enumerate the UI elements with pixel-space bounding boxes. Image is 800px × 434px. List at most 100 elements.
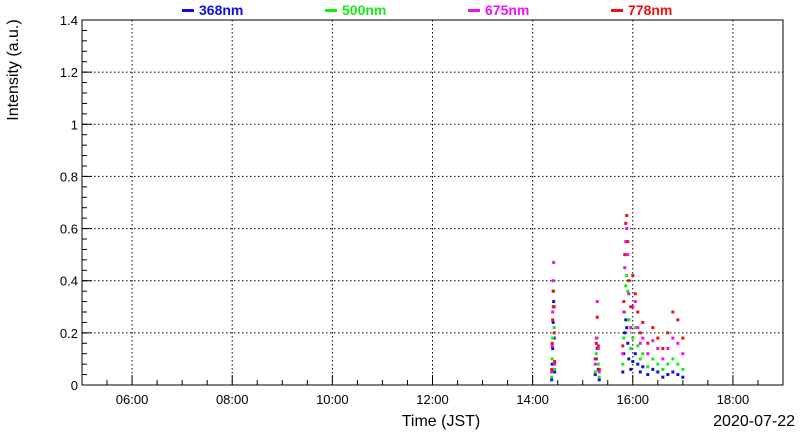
data-point-778nm xyxy=(596,344,600,348)
data-point-675nm xyxy=(550,344,554,348)
data-point-675nm xyxy=(597,370,601,374)
data-point-500nm xyxy=(636,344,640,348)
data-point-778nm xyxy=(636,310,640,314)
data-point-500nm xyxy=(625,274,629,277)
y-tick-label: 1.2 xyxy=(60,65,78,80)
data-point-368nm xyxy=(638,370,642,374)
data-point-500nm xyxy=(661,367,665,371)
data-point-778nm xyxy=(551,289,555,293)
data-point-368nm xyxy=(625,326,629,330)
data-point-368nm xyxy=(661,375,665,379)
data-point-500nm xyxy=(597,375,601,379)
legend-swatch xyxy=(182,9,194,12)
data-point-500nm xyxy=(656,362,660,366)
data-point-778nm xyxy=(646,341,650,345)
data-point-368nm xyxy=(681,375,685,379)
data-point-778nm xyxy=(551,318,555,322)
data-point-368nm xyxy=(553,370,557,374)
y-tick-label: 0.2 xyxy=(60,326,78,341)
data-point-778nm xyxy=(631,274,635,277)
data-point-500nm xyxy=(593,370,597,374)
data-point-368nm xyxy=(627,357,631,361)
data-point-500nm xyxy=(666,362,670,366)
data-point-778nm xyxy=(625,214,629,218)
data-point-778nm xyxy=(623,253,627,257)
data-point-675nm xyxy=(626,253,630,257)
data-point-500nm xyxy=(596,362,600,366)
data-point-778nm xyxy=(553,360,557,364)
data-point-675nm xyxy=(636,326,640,330)
data-point-500nm xyxy=(631,336,635,340)
data-point-778nm xyxy=(638,331,642,335)
data-point-778nm xyxy=(626,240,630,244)
data-point-778nm xyxy=(597,367,601,371)
data-point-368nm xyxy=(621,370,625,374)
data-point-368nm xyxy=(551,320,555,324)
data-point-368nm xyxy=(624,318,628,322)
date-label: 2020-07-22 xyxy=(713,413,795,430)
data-point-675nm xyxy=(550,370,554,374)
data-point-500nm xyxy=(633,326,637,330)
data-point-675nm xyxy=(625,227,629,231)
data-point-675nm xyxy=(661,357,665,361)
data-point-675nm xyxy=(551,310,555,314)
legend-label: 778nm xyxy=(628,2,672,18)
y-tick-label: 1 xyxy=(71,117,78,132)
data-point-778nm xyxy=(656,336,660,340)
plot-frame xyxy=(81,19,784,386)
data-point-368nm xyxy=(597,378,601,382)
data-point-675nm xyxy=(671,336,675,340)
data-point-500nm xyxy=(621,362,625,366)
x-tick-label: 14:00 xyxy=(516,392,549,407)
data-point-368nm xyxy=(552,300,556,304)
data-points xyxy=(550,214,685,382)
data-point-368nm xyxy=(623,331,627,335)
data-point-500nm xyxy=(552,326,556,330)
y-tick-label: 0.4 xyxy=(60,274,78,289)
y-tick-label: 0 xyxy=(71,378,78,393)
data-point-675nm xyxy=(595,300,599,304)
data-point-675nm xyxy=(621,352,625,356)
data-point-778nm xyxy=(550,341,554,345)
data-point-778nm xyxy=(627,279,631,283)
legend-label: 500nm xyxy=(342,2,386,18)
data-point-675nm xyxy=(624,240,628,244)
data-point-368nm xyxy=(626,341,630,345)
legend-swatch xyxy=(468,9,480,12)
data-point-500nm xyxy=(627,318,631,322)
data-point-675nm xyxy=(552,260,556,264)
x-tick-label: 06:00 xyxy=(116,392,149,407)
data-point-368nm xyxy=(676,373,680,377)
data-point-675nm xyxy=(631,305,635,309)
data-point-778nm xyxy=(661,347,665,350)
data-point-778nm xyxy=(666,331,670,335)
data-point-368nm xyxy=(551,347,555,350)
data-point-778nm xyxy=(624,221,628,225)
data-point-500nm xyxy=(550,375,554,379)
y-tick-label: 0.6 xyxy=(60,222,78,237)
y-axis-title: Intensity (a.u.) xyxy=(5,19,22,120)
data-point-675nm xyxy=(593,362,597,366)
data-point-500nm xyxy=(551,336,555,340)
x-tick-label: 18:00 xyxy=(717,392,750,407)
y-tick-label: 0.8 xyxy=(60,169,78,184)
data-point-675nm xyxy=(676,341,680,345)
data-point-500nm xyxy=(629,347,633,350)
data-point-500nm xyxy=(622,336,626,340)
data-point-778nm xyxy=(552,331,556,335)
data-point-778nm xyxy=(641,320,645,324)
data-point-500nm xyxy=(626,289,630,293)
x-tick-label: 16:00 xyxy=(617,392,650,407)
data-point-778nm xyxy=(651,326,655,330)
data-point-675nm xyxy=(596,347,600,350)
data-point-675nm xyxy=(651,339,655,343)
x-tick-label: 08:00 xyxy=(216,392,249,407)
data-point-368nm xyxy=(646,373,650,377)
legend-label: 675nm xyxy=(485,2,529,18)
legend-swatch xyxy=(611,9,623,12)
data-point-500nm xyxy=(681,367,685,371)
data-point-675nm xyxy=(594,336,598,340)
data-point-675nm xyxy=(627,292,631,296)
data-point-500nm xyxy=(676,362,680,366)
